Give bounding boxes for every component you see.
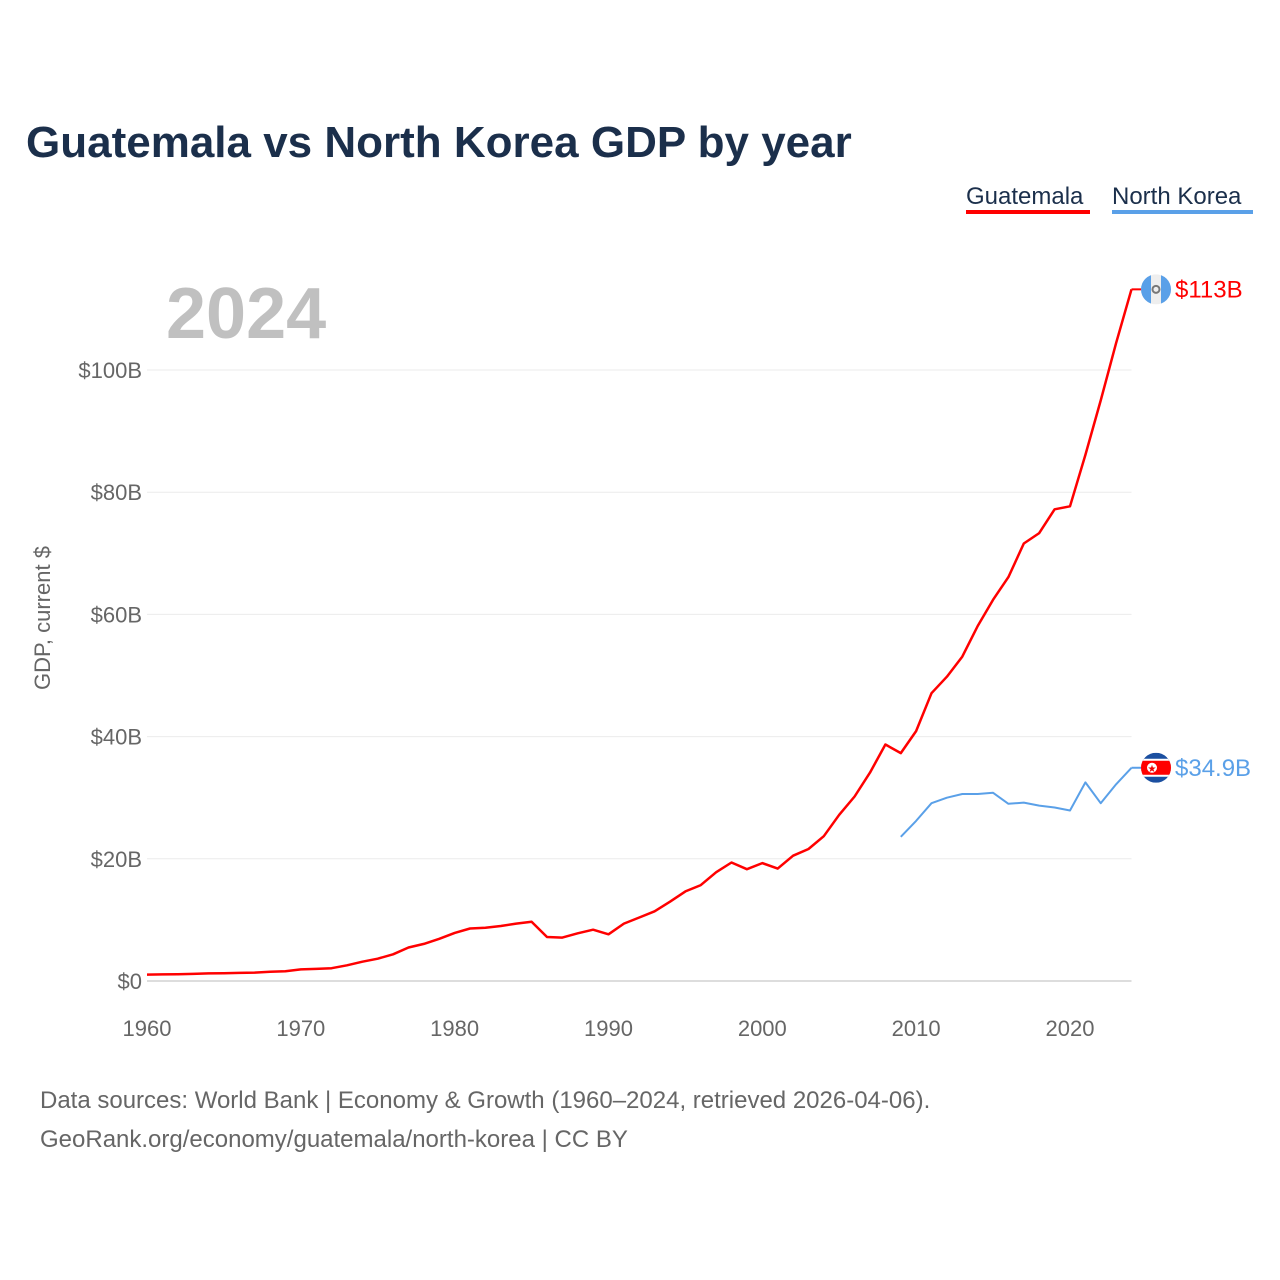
x-tick-label: 2000 xyxy=(738,1016,787,1041)
guatemala-flag-icon xyxy=(1141,274,1171,305)
chart-title: Guatemala vs North Korea GDP by year xyxy=(26,118,852,167)
y-axis: $0 $20B $40B $60B $80B $100B xyxy=(78,358,142,994)
x-tick-label: 1990 xyxy=(584,1016,633,1041)
x-tick-label: 2010 xyxy=(892,1016,941,1041)
legend-swatch xyxy=(966,210,1090,214)
y-axis-label: GDP, current $ xyxy=(30,546,55,690)
x-tick-label: 1970 xyxy=(276,1016,325,1041)
gridlines xyxy=(147,369,1132,982)
end-value-label: $34.9B xyxy=(1175,755,1251,782)
flag-body xyxy=(1141,274,1171,305)
y-tick-label: $40B xyxy=(91,725,142,750)
flag-blue-right xyxy=(1161,274,1171,305)
north-korea-flag-icon: ★ xyxy=(1141,752,1171,783)
footer-sources: Data sources: World Bank | Economy & Gro… xyxy=(40,1087,930,1114)
series-line xyxy=(900,767,1133,838)
x-tick-label: 1980 xyxy=(430,1016,479,1041)
y-tick-label: $100B xyxy=(78,358,142,383)
flag-body: ★ xyxy=(1141,752,1171,783)
y-tick-label: $80B xyxy=(91,480,142,505)
series-guatemala: $113B xyxy=(146,274,1243,976)
flag-disc xyxy=(1147,762,1157,773)
footer-link[interactable]: GeoRank.org/economy/guatemala/north-kore… xyxy=(40,1126,628,1153)
x-axis: 1960 1970 1980 1990 2000 2010 2020 xyxy=(123,1016,1095,1041)
flag-blue-left xyxy=(1141,274,1151,305)
y-tick-label: $20B xyxy=(91,847,142,872)
flag-emblem xyxy=(1151,284,1161,294)
series-line xyxy=(146,288,1133,976)
legend: Guatemala North Korea xyxy=(966,183,1253,214)
y-tick-label: $0 xyxy=(118,969,142,994)
y-tick-label: $60B xyxy=(91,602,142,627)
year-label: 2024 xyxy=(166,274,326,354)
x-tick-label: 1960 xyxy=(123,1016,172,1041)
legend-item-north-korea: North Korea xyxy=(1112,183,1242,210)
end-value-label: $113B xyxy=(1175,276,1243,303)
legend-item-guatemala: Guatemala xyxy=(966,183,1084,210)
x-tick-label: 2020 xyxy=(1045,1016,1094,1041)
series-north-korea: ★ $34.9B xyxy=(900,752,1251,838)
flag-star: ★ xyxy=(1148,764,1157,775)
legend-swatch xyxy=(1112,210,1253,214)
series-lines: $113B ★ $34.9B xyxy=(146,274,1251,976)
